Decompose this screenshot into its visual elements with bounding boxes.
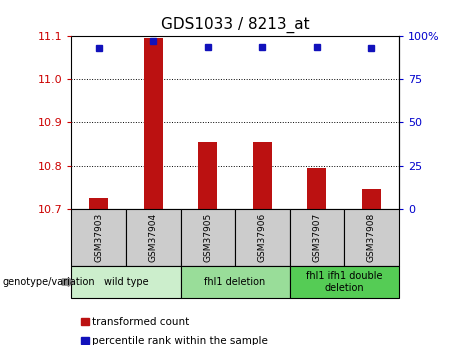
Text: percentile rank within the sample: percentile rank within the sample bbox=[92, 336, 268, 345]
Text: fhl1 ifh1 double
deletion: fhl1 ifh1 double deletion bbox=[306, 271, 383, 293]
Text: GSM37903: GSM37903 bbox=[94, 213, 103, 262]
Bar bbox=[198, 142, 218, 209]
Text: transformed count: transformed count bbox=[92, 317, 189, 326]
Text: GSM37905: GSM37905 bbox=[203, 213, 213, 262]
Bar bbox=[89, 198, 108, 209]
Bar bbox=[307, 168, 326, 209]
Title: GDS1033 / 8213_at: GDS1033 / 8213_at bbox=[161, 17, 309, 33]
Text: GSM37904: GSM37904 bbox=[149, 213, 158, 262]
Text: GSM37907: GSM37907 bbox=[313, 213, 321, 262]
Bar bbox=[253, 142, 272, 209]
Text: fhl1 deletion: fhl1 deletion bbox=[205, 277, 266, 287]
Text: genotype/variation: genotype/variation bbox=[2, 277, 95, 287]
Text: GSM37908: GSM37908 bbox=[367, 213, 376, 262]
Text: GSM37906: GSM37906 bbox=[258, 213, 267, 262]
Bar bbox=[144, 38, 163, 209]
Text: wild type: wild type bbox=[104, 277, 148, 287]
Bar bbox=[362, 189, 381, 209]
